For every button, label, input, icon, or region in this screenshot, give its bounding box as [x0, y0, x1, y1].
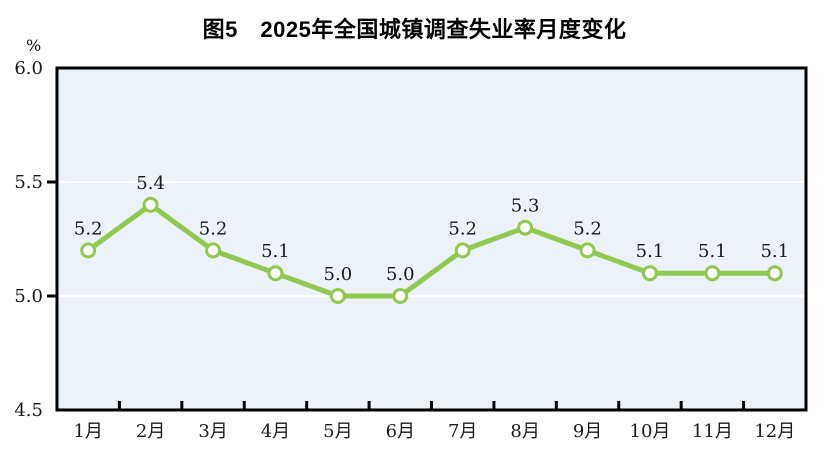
- plot-area: [57, 68, 806, 410]
- data-label: 5.0: [386, 264, 415, 285]
- data-line: [85, 202, 778, 299]
- data-point-marker: [704, 265, 721, 282]
- data-label: 5.1: [698, 241, 727, 262]
- data-label: 5.1: [261, 241, 290, 262]
- data-label: 5.2: [199, 218, 228, 239]
- x-axis-tick-label: 11月: [692, 421, 733, 442]
- data-point-marker: [267, 265, 284, 282]
- y-axis-tick-label: 6.0: [14, 58, 43, 79]
- data-label: 5.1: [760, 241, 789, 262]
- y-axis-tick-label: 4.5: [14, 400, 43, 421]
- y-axis-unit-label: %: [26, 36, 42, 55]
- data-point-marker: [80, 242, 97, 259]
- x-axis-tick-label: 8月: [510, 421, 539, 442]
- data-label: 5.0: [324, 264, 353, 285]
- data-point-marker: [329, 288, 346, 304]
- data-point-marker: [766, 265, 783, 282]
- data-point-marker: [517, 219, 534, 236]
- data-point-marker: [454, 242, 471, 259]
- x-axis-tick-label: 5月: [323, 421, 352, 442]
- x-axis-tick-label: 9月: [573, 421, 602, 442]
- data-label: 5.4: [136, 173, 165, 194]
- data-point-marker: [579, 242, 596, 259]
- data-label: 5.2: [448, 218, 477, 239]
- y-axis-tick-label: 5.0: [14, 286, 43, 307]
- data-label: 5.1: [636, 241, 665, 262]
- chart-title: 图5 2025年全国城镇调查失业率月度变化: [202, 17, 627, 42]
- x-axis-tick-label: 1月: [73, 421, 102, 442]
- x-axis-tick-label: 2月: [136, 421, 165, 442]
- data-label: 5.2: [74, 218, 103, 239]
- x-axis-tick-label: 4月: [261, 421, 290, 442]
- data-label: 5.3: [511, 196, 540, 217]
- x-axis-tick-label: 3月: [198, 421, 227, 442]
- data-label: 5.2: [573, 218, 602, 239]
- data-point-marker: [205, 242, 222, 259]
- x-axis-tick-label: 12月: [754, 421, 795, 442]
- x-axis-tick-label: 7月: [448, 421, 477, 442]
- x-axis-tick-label: 10月: [630, 421, 671, 442]
- data-point-marker: [392, 288, 409, 304]
- data-point-marker: [641, 265, 658, 282]
- data-point-marker: [142, 196, 159, 213]
- x-axis-tick-label: 6月: [386, 421, 415, 442]
- y-axis-tick-label: 5.5: [14, 172, 43, 193]
